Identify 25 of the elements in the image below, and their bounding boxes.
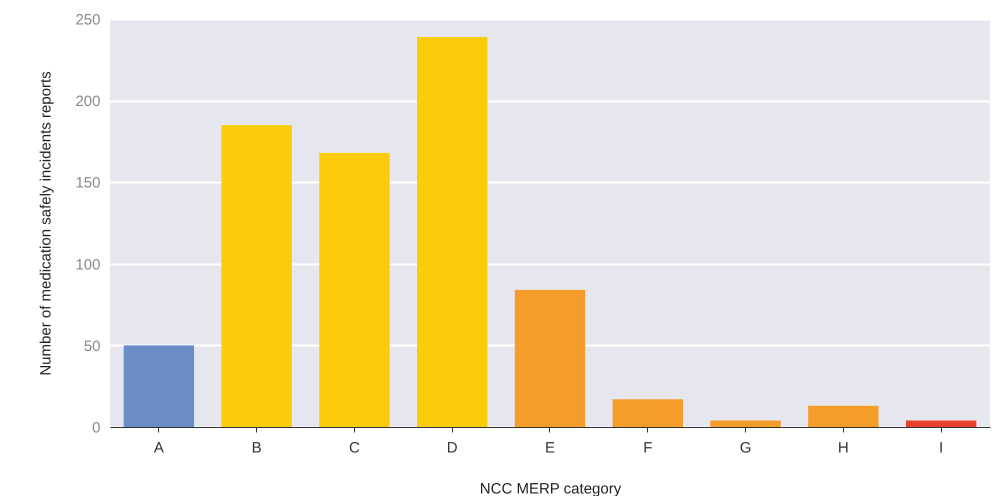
bar — [319, 152, 390, 427]
y-tick-label: 50 — [84, 338, 100, 355]
y-tick-label: 0 — [92, 420, 100, 436]
bar — [710, 420, 781, 427]
x-tick-label: E — [544, 440, 556, 456]
bar — [906, 420, 976, 427]
y-tick-label: 200 — [75, 93, 100, 110]
x-tick-label: C — [349, 440, 360, 456]
bar — [612, 399, 683, 427]
bar — [124, 345, 194, 427]
y-tick-label: 250 — [75, 12, 100, 28]
bar — [514, 290, 586, 427]
x-tick-label: H — [838, 440, 849, 456]
x-tick-label: A — [154, 440, 164, 456]
y-tick-label: 150 — [75, 174, 100, 192]
x-tick-label: B — [252, 440, 262, 456]
y-axis-title: Number of medication safely incidents reports — [37, 71, 54, 376]
x-tick-label: G — [740, 440, 752, 456]
bar — [221, 125, 292, 427]
bar — [808, 406, 879, 427]
x-tick-label: F — [643, 440, 652, 456]
x-tick-label: D — [446, 440, 458, 456]
x-tick-label: I — [939, 440, 944, 456]
y-tick-label: 100 — [75, 256, 100, 274]
bar — [417, 36, 488, 427]
